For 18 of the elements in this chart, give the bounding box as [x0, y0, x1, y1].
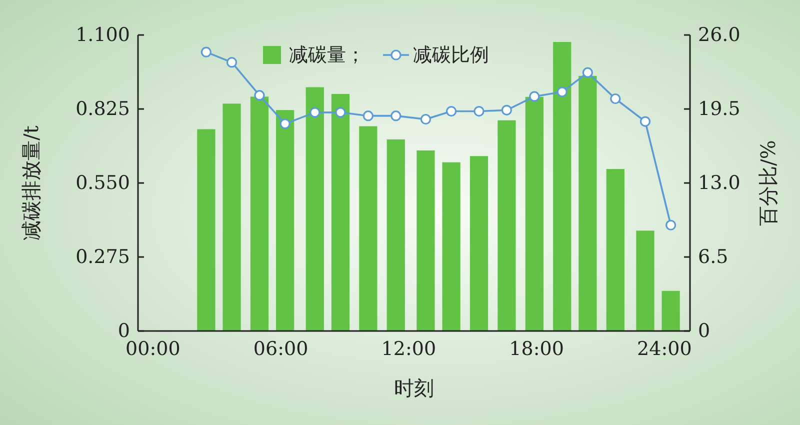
y-tick-label: 1.100 [76, 24, 130, 46]
y-tick-label: 0.825 [76, 98, 130, 120]
x-axis-title: 时刻 [394, 376, 434, 400]
y-axis-title: 减碳排放量/t [19, 126, 43, 240]
y-tick-label: 0.275 [76, 246, 130, 268]
y2-tick-label: 13.0 [698, 172, 740, 194]
y2-tick-label: 26.0 [698, 24, 740, 46]
x-tick-label: 06:00 [253, 338, 308, 360]
y2-axis-title: 百分比/% [756, 140, 780, 226]
legend-label: 减碳比例 [413, 44, 489, 66]
x-tick-label: 12:00 [381, 338, 436, 360]
y2-tick-label: 6.5 [698, 246, 728, 268]
x-tick-label: 24:00 [637, 338, 692, 360]
legend-label: 减碳量； [289, 44, 365, 66]
y-tick-label: 0.550 [76, 172, 130, 194]
x-tick-label: 18:00 [509, 338, 564, 360]
y2-tick-label: 19.5 [698, 98, 740, 120]
y2-tick-label: 0 [698, 320, 710, 342]
